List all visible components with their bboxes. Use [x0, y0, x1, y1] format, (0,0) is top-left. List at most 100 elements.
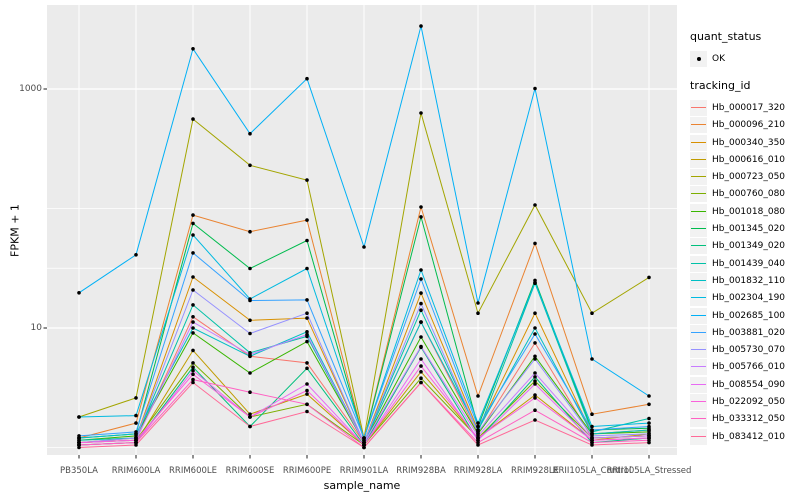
- data-point: [191, 380, 195, 385]
- legend-key-ok: [690, 50, 707, 67]
- legend-key-Hb_000723_050: [690, 169, 707, 186]
- legend-key-Hb_002685_100: [690, 307, 707, 324]
- data-point: [362, 245, 366, 249]
- legend-item-label: Hb_033312_050: [712, 414, 786, 425]
- data-point: [647, 440, 651, 445]
- legend-item-label: Hb_008554_090: [712, 379, 786, 390]
- data-point: [419, 277, 423, 281]
- legend-item-label: Hb_005730_070: [712, 345, 786, 356]
- legend-item-Hb_005766_010: Hb_005766_010: [690, 359, 798, 376]
- data-point: [533, 357, 537, 361]
- legend-item-label: Hb_002685_100: [712, 310, 786, 321]
- data-point: [533, 311, 537, 316]
- legend-key-Hb_003881_020: [690, 324, 707, 341]
- data-point: [305, 402, 309, 407]
- legend-item-Hb_000096_210: Hb_000096_210: [690, 117, 798, 134]
- line-swatch-icon: [691, 158, 706, 160]
- data-point: [533, 280, 537, 285]
- line-swatch-icon: [691, 141, 706, 143]
- data-point: [248, 266, 252, 271]
- data-point: [305, 218, 309, 222]
- legend-item-Hb_022092_050: Hb_022092_050: [690, 393, 798, 410]
- x-tick-label-RRIM928BA: RRIM928BA: [396, 466, 446, 476]
- data-point: [419, 370, 423, 374]
- x-axis-title: sample_name: [323, 479, 401, 492]
- data-point: [248, 412, 252, 417]
- data-point: [305, 388, 309, 393]
- data-point: [191, 377, 195, 382]
- data-point: [305, 409, 309, 414]
- data-point: [419, 380, 423, 385]
- data-point: [533, 382, 537, 386]
- line-swatch-icon: [691, 176, 706, 178]
- legend-key-Hb_000340_350: [690, 134, 707, 151]
- line-swatch-icon: [691, 124, 706, 126]
- legend-key-Hb_022092_050: [690, 393, 707, 410]
- data-point: [248, 318, 252, 323]
- data-point: [647, 416, 651, 421]
- data-point: [305, 298, 309, 302]
- data-point: [590, 424, 594, 429]
- data-point: [476, 443, 480, 447]
- data-point: [77, 291, 81, 295]
- legend-key-Hb_001018_080: [690, 203, 707, 220]
- data-point: [419, 268, 423, 272]
- legend-item-Hb_000017_320: Hb_000017_320: [690, 99, 798, 116]
- data-point: [362, 436, 366, 440]
- data-point: [77, 443, 81, 447]
- data-point: [533, 332, 537, 336]
- data-point: [248, 371, 252, 375]
- data-point: [476, 436, 480, 440]
- data-point: [533, 241, 537, 246]
- legend: quant_status OK tracking_id Hb_000017_32…: [690, 30, 798, 445]
- legend-key-Hb_000096_210: [690, 117, 707, 134]
- line-swatch-icon: [691, 400, 706, 402]
- data-point: [191, 348, 195, 353]
- legend-item-label: Hb_083412_010: [712, 431, 786, 442]
- legend-item-Hb_003881_020: Hb_003881_020: [690, 324, 798, 341]
- line-swatch-icon: [691, 279, 706, 281]
- data-point: [191, 275, 195, 279]
- x-tick-label-RRII105LA_Control: RRII105LA_Control: [552, 466, 632, 476]
- legend-item-Hb_002685_100: Hb_002685_100: [690, 307, 798, 324]
- data-point: [305, 238, 309, 243]
- legend-key-Hb_001439_040: [690, 255, 707, 272]
- data-point: [419, 320, 423, 324]
- legend-item-label: Hb_000017_320: [712, 102, 786, 113]
- legend-key-Hb_000760_080: [690, 186, 707, 203]
- data-point: [647, 421, 651, 425]
- data-point: [134, 413, 138, 418]
- x-tick-label-RRIM928LA: RRIM928LA: [453, 466, 503, 476]
- data-point: [590, 428, 594, 432]
- data-point: [305, 178, 309, 182]
- legend-item-label: Hb_000096_210: [712, 120, 786, 131]
- x-tick-label-RRIM600LA: RRIM600LA: [111, 466, 161, 476]
- legend-item-label: OK: [712, 53, 725, 64]
- data-point: [533, 393, 537, 397]
- legend-key-Hb_000017_320: [690, 99, 707, 116]
- x-tick-label-RRIM901LA: RRIM901LA: [339, 466, 389, 476]
- legend-item-Hb_001439_040: Hb_001439_040: [690, 255, 798, 272]
- data-point: [248, 352, 252, 357]
- data-point: [134, 443, 138, 447]
- line-swatch-icon: [691, 435, 706, 437]
- x-tick-label-RRIM600PE: RRIM600PE: [282, 466, 332, 476]
- x-tick-label-RRII105LA_Stressed: RRII105LA_Stressed: [606, 466, 692, 476]
- data-point: [647, 394, 651, 398]
- legend-item-Hb_000340_350: Hb_000340_350: [690, 134, 798, 151]
- data-point: [191, 315, 195, 319]
- data-point: [305, 361, 309, 365]
- data-point: [590, 311, 594, 316]
- data-point: [533, 418, 537, 422]
- data-point: [533, 408, 537, 413]
- legend-item-label: Hb_022092_050: [712, 396, 786, 407]
- legend-item-Hb_001345_020: Hb_001345_020: [690, 220, 798, 238]
- data-point: [533, 203, 537, 207]
- data-point: [305, 339, 309, 344]
- data-point: [362, 445, 366, 450]
- line-swatch-icon: [691, 418, 706, 420]
- data-point: [248, 415, 252, 419]
- data-point: [533, 375, 537, 379]
- legend-item-label: Hb_001439_040: [712, 258, 786, 269]
- data-point: [476, 301, 480, 305]
